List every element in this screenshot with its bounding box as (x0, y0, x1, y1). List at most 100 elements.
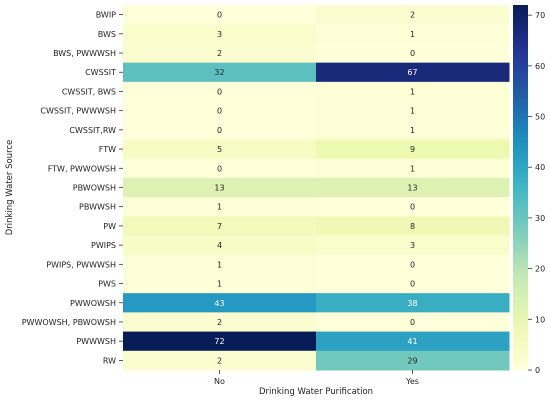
heatmap-cell (316, 197, 510, 217)
y-tick-label: BWIP (96, 11, 116, 20)
y-tick-label: PWWOWSH, PBWOWSH (22, 318, 116, 327)
cell-value-label: 0 (410, 260, 415, 269)
heatmap-cell (123, 101, 317, 121)
heatmap-cell (316, 158, 510, 179)
cell-value-label: 72 (214, 337, 224, 346)
cell-value-label: 1 (410, 30, 415, 39)
y-tick-label: FTW (99, 145, 116, 154)
cell-value-label: 0 (410, 318, 415, 327)
y-tick-label: BWS (98, 30, 116, 39)
heatmap-cell (123, 62, 317, 83)
cell-value-label: 2 (217, 356, 222, 365)
heatmap-cell (316, 62, 510, 83)
colorbar-tick-label: 70 (535, 11, 545, 20)
heatmap-cell (316, 235, 510, 256)
cell-value-label: 1 (217, 260, 222, 269)
y-axis-title: Drinking Water Source (5, 140, 15, 236)
cell-value-label: 2 (217, 318, 222, 327)
colorbar-tick-label: 10 (535, 315, 545, 324)
heatmap-cell (123, 312, 317, 333)
heatmap-cell (316, 312, 510, 333)
heatmap-cell (123, 254, 317, 275)
heatmap-cell (123, 158, 317, 179)
heatmap-cell (123, 5, 317, 25)
cell-value-label: 0 (410, 49, 415, 58)
colorbar-tick-label: 0 (535, 366, 540, 375)
heatmap-cell (316, 177, 510, 198)
x-tick-labels: No Yes (214, 370, 419, 386)
heatmap-cell (316, 101, 510, 121)
y-tick-label: PBWOWSH (73, 184, 116, 193)
cell-value-label: 3 (410, 241, 415, 250)
cell-value-label: 5 (217, 145, 222, 154)
cell-value-label: 38 (407, 299, 417, 308)
heatmap-cell (123, 197, 317, 217)
cell-value-label: 0 (217, 107, 222, 116)
cell-value-label: 29 (407, 356, 417, 365)
cell-value-label: 1 (410, 126, 415, 135)
cell-value-label: 2 (217, 49, 222, 58)
cell-value-label: 0 (410, 203, 415, 212)
x-axis-title: Drinking Water Purification (259, 387, 373, 397)
cell-value-label: 4 (217, 241, 222, 250)
colorbar (513, 5, 528, 370)
cell-value-label: 0 (217, 126, 222, 135)
y-tick-label: PWWWSH (76, 337, 116, 346)
heatmap-cells: 0 23 12 032 670 10 10 15 90 113 131 07 84 31 01 043 382 0… (123, 5, 510, 371)
x-tick-label: No (214, 377, 225, 386)
colorbar-tick-label: 40 (535, 163, 545, 172)
y-tick-label: FTW, PWWOWSH (48, 164, 116, 173)
cell-value-label: 2 (410, 11, 415, 20)
cell-value-label: 1 (410, 164, 415, 173)
heatmap-cell (316, 331, 510, 352)
y-tick-labels: BWIP BWS BWS, PWWWSH CWSSIT CWSSIT, BWS CWSSI… (22, 11, 123, 365)
cell-value-label: 0 (217, 87, 222, 96)
heatmap-cell (123, 139, 317, 160)
heatmap-cell (123, 273, 317, 294)
y-tick-label: PWWOWSH (70, 299, 116, 308)
y-tick-label: CWSSIT,RW (69, 126, 116, 135)
cell-value-label: 8 (410, 222, 415, 231)
colorbar-tick-label: 20 (535, 265, 545, 274)
y-tick-label: PWS (98, 280, 116, 289)
colorbar-ticks: 0 10 20 30 40 50 60 70 (528, 11, 545, 375)
y-tick-label: RW (103, 356, 116, 365)
cell-value-label: 3 (217, 30, 222, 39)
heatmap-cell (316, 293, 510, 313)
heatmap-cell (123, 81, 317, 102)
cell-value-label: 1 (217, 203, 222, 212)
heatmap-cell (316, 81, 510, 102)
heatmap-cell (123, 120, 317, 140)
cell-value-label: 1 (410, 107, 415, 116)
heatmap-cell (316, 254, 510, 275)
cell-value-label: 41 (407, 337, 417, 346)
heatmap-cell (316, 350, 510, 371)
y-tick-label: PWIPS, PWWWSH (46, 260, 116, 269)
heatmap-cell (123, 331, 317, 352)
heatmap-cell (316, 139, 510, 160)
y-tick-label: PBWWSH (79, 203, 116, 212)
cell-value-label: 13 (214, 184, 224, 193)
cell-value-label: 43 (214, 299, 224, 308)
y-tick-label: PWIPS (91, 241, 116, 250)
heatmap-cell (123, 350, 317, 371)
heatmap-cell (316, 43, 510, 64)
y-tick-label: PW (103, 222, 116, 231)
cell-value-label: 0 (217, 164, 222, 173)
heatmap-cell (316, 273, 510, 294)
y-tick-label: CWSSIT, BWS (62, 87, 116, 96)
y-tick-label: CWSSIT, PWWWSH (40, 107, 116, 116)
y-tick-label: BWS, PWWWSH (53, 49, 116, 58)
y-tick-label: CWSSIT (85, 68, 116, 77)
heatmap-cell (123, 24, 317, 44)
heatmap-cell (316, 120, 510, 140)
cell-value-label: 0 (410, 280, 415, 289)
heatmap-cell (123, 293, 317, 313)
x-tick-label: Yes (405, 377, 419, 386)
heatmap-cell (123, 177, 317, 198)
cell-value-label: 67 (407, 68, 417, 77)
cell-value-label: 32 (214, 68, 224, 77)
cell-value-label: 7 (217, 222, 222, 231)
cell-value-label: 9 (410, 145, 415, 154)
